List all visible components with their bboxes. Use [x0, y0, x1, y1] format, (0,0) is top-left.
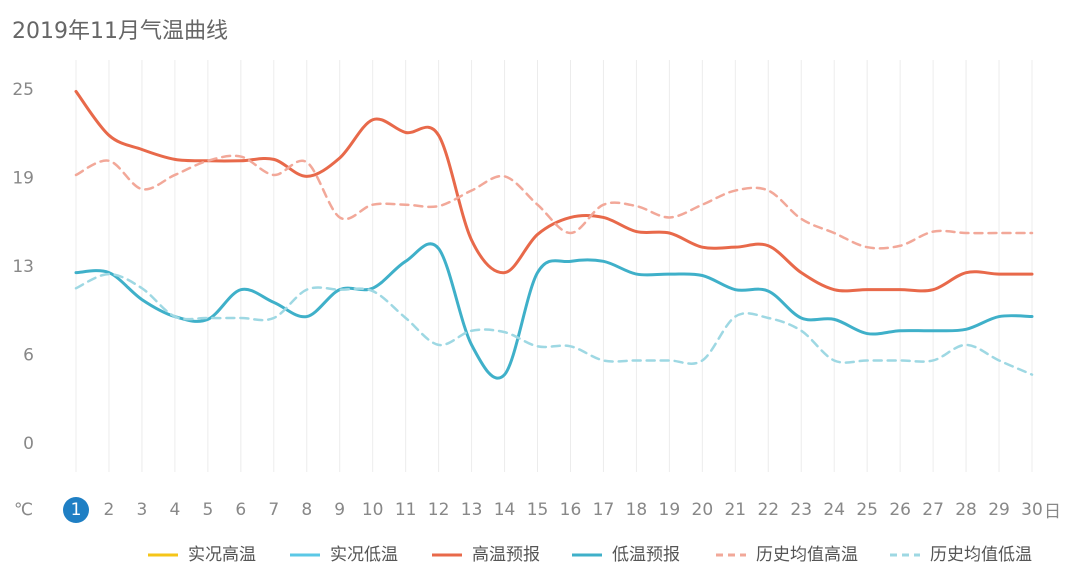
- x-tick-label: 16: [560, 500, 582, 520]
- x-tick-label: 13: [461, 500, 483, 520]
- legend-label: 高温预报: [472, 545, 540, 565]
- legend-item: 低温预报: [572, 545, 680, 565]
- x-tick-label: 6: [235, 500, 246, 520]
- legend-item: 历史均值高温: [716, 545, 858, 565]
- y-unit: ℃: [14, 500, 33, 520]
- x-tick-label: 27: [922, 500, 944, 520]
- series-line: [74, 242, 1034, 380]
- x-tick-label: 3: [137, 500, 148, 520]
- y-tick-label: 25: [12, 80, 34, 100]
- x-tick-label: 15: [527, 500, 549, 520]
- x-tick-label: 17: [593, 500, 615, 520]
- legend-label: 实况高温: [188, 545, 256, 565]
- x-tick-label: 5: [202, 500, 213, 520]
- x-tick-label: 29: [988, 500, 1010, 520]
- x-tick-label: 30: [1021, 500, 1043, 520]
- legend-label: 历史均值低温: [930, 545, 1032, 565]
- legend-label: 历史均值高温: [756, 545, 858, 565]
- x-tick-label: 18: [626, 500, 648, 520]
- x-tick-label: 14: [494, 500, 516, 520]
- x-tick-label: 4: [169, 500, 180, 520]
- series-line: [74, 89, 1034, 293]
- x-tick-label: 28: [955, 500, 977, 520]
- x-tick-label: 11: [395, 500, 417, 520]
- y-tick-label: 19: [12, 169, 34, 189]
- legend-item: 历史均值低温: [890, 545, 1032, 565]
- legend-label: 实况低温: [330, 545, 398, 565]
- x-tick-label: 19: [659, 500, 681, 520]
- x-tick-label: 25: [856, 500, 878, 520]
- selected-day: [63, 497, 89, 523]
- x-tick-label: 2: [104, 500, 115, 520]
- chart-title: 2019年11月气温曲线: [12, 19, 228, 44]
- x-tick-label: 20: [692, 500, 714, 520]
- x-tick-label: 22: [757, 500, 779, 520]
- legend-item: 高温预报: [432, 545, 540, 565]
- x-tick-label: 12: [428, 500, 450, 520]
- y-tick-label: 0: [23, 434, 34, 454]
- legend-label: 低温预报: [612, 545, 680, 565]
- series-line: [74, 272, 1034, 376]
- x-tick-label: 24: [823, 500, 845, 520]
- legend-item: 实况高温: [148, 545, 256, 565]
- x-tick-label: 1: [71, 500, 82, 520]
- y-tick-label: 13: [12, 257, 34, 277]
- x-tick-label: 26: [889, 500, 911, 520]
- series-line: [74, 154, 1034, 250]
- x-tick-label: 9: [334, 500, 345, 520]
- x-tick-label: 10: [362, 500, 384, 520]
- x-unit: 日: [1044, 502, 1061, 522]
- x-tick-label: 21: [724, 500, 746, 520]
- x-tick-label: 23: [790, 500, 812, 520]
- legend-item: 实况低温: [290, 545, 398, 565]
- x-tick-label: 8: [301, 500, 312, 520]
- x-tick-label: 7: [268, 500, 279, 520]
- y-tick-label: 6: [23, 346, 34, 366]
